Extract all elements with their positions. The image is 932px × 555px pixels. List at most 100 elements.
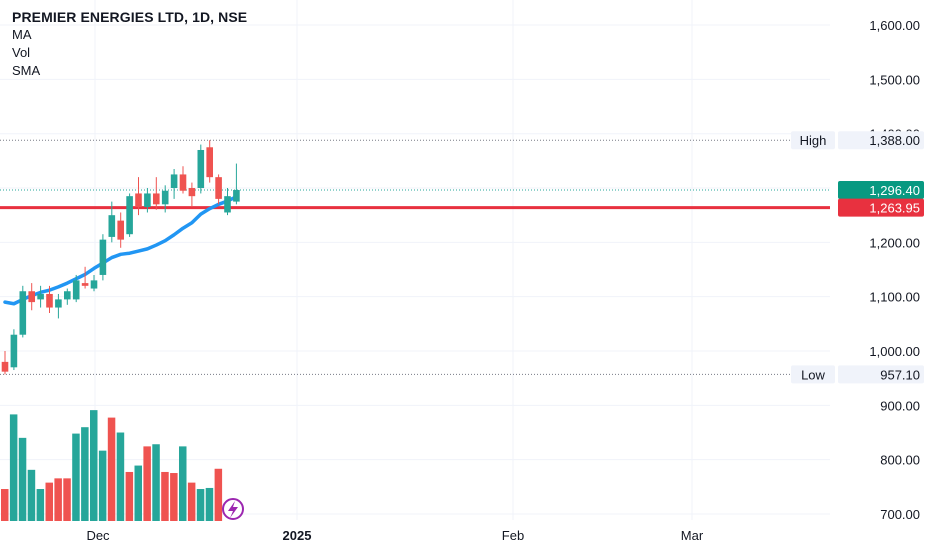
volume-bar	[179, 446, 187, 521]
lightning-bolt-icon[interactable]	[222, 498, 244, 520]
indicator-sma[interactable]: SMA	[12, 63, 41, 78]
high-low-lines	[0, 139, 830, 375]
candle-body	[108, 215, 116, 237]
candle[interactable]	[161, 185, 169, 213]
last-price-marker: 1,296.40	[838, 180, 924, 199]
candle-body	[1, 361, 9, 372]
moving-average-line	[3, 194, 239, 306]
volume-bar	[205, 487, 214, 521]
indicator-ma[interactable]: MA	[12, 27, 32, 42]
candle-body	[153, 193, 160, 205]
price-markers: High 1,388.00 Low 957.10 1,296.40 1,263.95	[791, 131, 924, 384]
volume-bar	[72, 433, 80, 521]
candle[interactable]	[170, 169, 178, 199]
candle[interactable]	[144, 188, 151, 213]
candle-body	[215, 177, 222, 199]
volume-bar	[27, 469, 36, 521]
candle[interactable]	[19, 285, 27, 338]
candle[interactable]	[179, 166, 187, 194]
candle-body	[197, 149, 205, 189]
candle[interactable]	[46, 285, 53, 313]
volume-bar	[45, 482, 53, 521]
candle-body	[10, 334, 18, 368]
candle-body	[46, 293, 53, 308]
x-tick-label: 2025	[283, 528, 312, 543]
high-marker: High 1,388.00	[791, 131, 924, 150]
low-marker-value-bg	[838, 365, 924, 384]
candle[interactable]	[1, 351, 9, 375]
candle[interactable]	[233, 163, 240, 205]
candle[interactable]	[117, 212, 124, 248]
support-price-marker-value-bg	[838, 198, 924, 217]
candle[interactable]	[215, 174, 222, 205]
candle-body	[170, 174, 178, 189]
candlesticks[interactable]	[1, 140, 240, 375]
y-tick-label: 800.00	[880, 453, 920, 468]
volume-bar	[9, 414, 18, 521]
last-price-marker-value-bg	[838, 180, 924, 199]
candle-body	[19, 291, 27, 335]
candle[interactable]	[10, 329, 18, 371]
candle[interactable]	[64, 288, 71, 305]
candle-body	[206, 147, 213, 178]
volume-bar	[116, 432, 125, 521]
price-axis: 700.00 800.00 900.00 1,000.00 1,100.00 1,200.…	[869, 18, 920, 522]
candle[interactable]	[197, 144, 205, 194]
candle[interactable]	[224, 188, 231, 216]
candle[interactable]	[188, 182, 196, 208]
candle-body	[28, 291, 35, 303]
candle[interactable]	[28, 283, 35, 311]
high-marker-value: 1,388.00	[869, 133, 920, 148]
candle[interactable]	[108, 201, 116, 243]
low-marker-value: 957.10	[880, 367, 920, 382]
symbol-title[interactable]: PREMIER ENERGIES LTD, 1D, NSE	[12, 9, 248, 25]
volume-bar	[36, 489, 45, 521]
volume-bar	[125, 471, 134, 521]
candle[interactable]	[135, 177, 142, 216]
candle-body	[188, 188, 196, 197]
volume-bar	[98, 450, 107, 521]
candle-body	[55, 299, 62, 308]
candle[interactable]	[37, 285, 44, 308]
chart-legend: PREMIER ENERGIES LTD, 1D, NSE MA Vol SMA	[12, 8, 247, 80]
low-marker: Low 957.10	[791, 365, 924, 384]
candle[interactable]	[99, 234, 107, 281]
candle[interactable]	[81, 266, 89, 289]
x-tick-label: Feb	[502, 528, 524, 543]
candle[interactable]	[90, 274, 98, 292]
candle-body	[233, 189, 240, 202]
volume-bar	[196, 489, 205, 521]
volume-bar	[90, 410, 98, 521]
high-marker-label: High	[800, 133, 827, 148]
volume-bar	[161, 471, 169, 521]
candle-body	[81, 283, 89, 286]
candle-body	[117, 220, 124, 240]
candle-body	[37, 293, 44, 300]
low-marker-label: Low	[801, 367, 825, 382]
candle-body	[126, 196, 133, 235]
volume-bar	[214, 468, 223, 521]
volume-bar	[1, 489, 9, 521]
y-tick-label: 1,100.00	[869, 290, 920, 305]
volume-bar	[170, 473, 178, 521]
volume-bar	[134, 465, 142, 521]
y-tick-label: 1,000.00	[869, 344, 920, 359]
y-tick-label: 1,200.00	[869, 235, 920, 250]
x-tick-label: Dec	[86, 528, 110, 543]
candle[interactable]	[126, 193, 133, 237]
low-marker-label-bg	[791, 365, 835, 384]
candle[interactable]	[206, 140, 213, 183]
support-price-marker: 1,263.95	[838, 198, 924, 217]
candle[interactable]	[55, 293, 62, 319]
candle[interactable]	[72, 274, 80, 303]
volume-bar	[152, 444, 160, 521]
indicator-vol[interactable]: Vol	[12, 45, 31, 60]
candle-body	[72, 280, 80, 300]
candle-body	[90, 280, 98, 289]
y-tick-label: 1,600.00	[869, 18, 920, 33]
candle[interactable]	[153, 177, 160, 210]
volume-bar	[187, 482, 196, 521]
volume-bar	[143, 446, 151, 521]
